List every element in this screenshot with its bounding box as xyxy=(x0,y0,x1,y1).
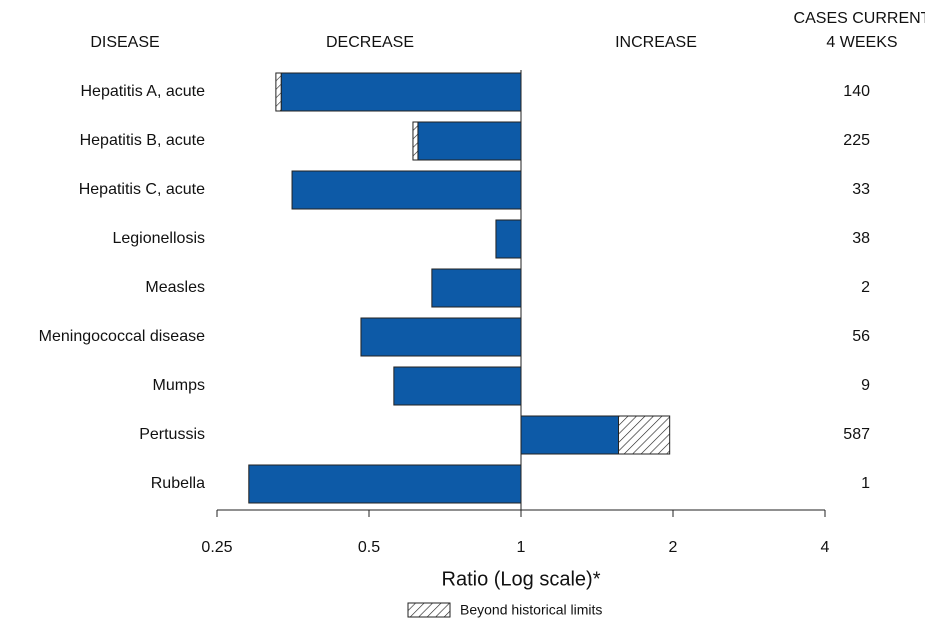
x-tick-label: 0.25 xyxy=(201,539,232,556)
bar-beyond-limits xyxy=(618,415,671,455)
category-label: Rubella xyxy=(151,475,205,492)
x-tick-label: 4 xyxy=(821,539,830,556)
header-decrease: DECREASE xyxy=(326,34,414,51)
bar-beyond-limits xyxy=(412,121,419,161)
cases-value: 38 xyxy=(852,230,870,247)
bar xyxy=(417,121,522,161)
bar xyxy=(520,415,620,455)
cases-value: 140 xyxy=(843,83,870,100)
bar xyxy=(495,219,522,259)
cases-value: 2 xyxy=(861,279,870,296)
x-tick-label: 2 xyxy=(669,539,678,556)
bar xyxy=(393,366,522,406)
header-disease: DISEASE xyxy=(90,34,159,51)
x-tick-label: 0.5 xyxy=(358,539,380,556)
cases-value: 33 xyxy=(852,181,870,198)
cases-value: 225 xyxy=(843,132,870,149)
category-label: Pertussis xyxy=(139,426,205,443)
x-tick-label: 1 xyxy=(517,539,526,556)
bar xyxy=(248,464,522,504)
category-label: Measles xyxy=(145,279,205,296)
category-label: Meningococcal disease xyxy=(39,328,205,345)
cases-value: 56 xyxy=(852,328,870,345)
bar xyxy=(280,72,522,112)
cases-value: 9 xyxy=(861,377,870,394)
bar xyxy=(431,268,522,308)
bar-beyond-limits xyxy=(275,72,282,112)
bar xyxy=(360,317,522,357)
bar xyxy=(291,170,522,210)
header-increase: INCREASE xyxy=(615,34,697,51)
category-label: Hepatitis A, acute xyxy=(80,83,205,100)
category-label: Mumps xyxy=(153,377,205,394)
legend-swatch xyxy=(407,602,451,618)
legend-label: Beyond historical limits xyxy=(460,602,602,618)
category-label: Legionellosis xyxy=(112,230,205,247)
cases-value: 587 xyxy=(843,426,870,443)
category-label: Hepatitis C, acute xyxy=(79,181,205,198)
x-axis-title: Ratio (Log scale)* xyxy=(442,568,601,590)
header-cases: 4 WEEKS xyxy=(826,34,897,51)
cases-value: 1 xyxy=(861,475,870,492)
header-cases: CASES CURRENT xyxy=(794,10,925,27)
category-label: Hepatitis B, acute xyxy=(80,132,206,149)
